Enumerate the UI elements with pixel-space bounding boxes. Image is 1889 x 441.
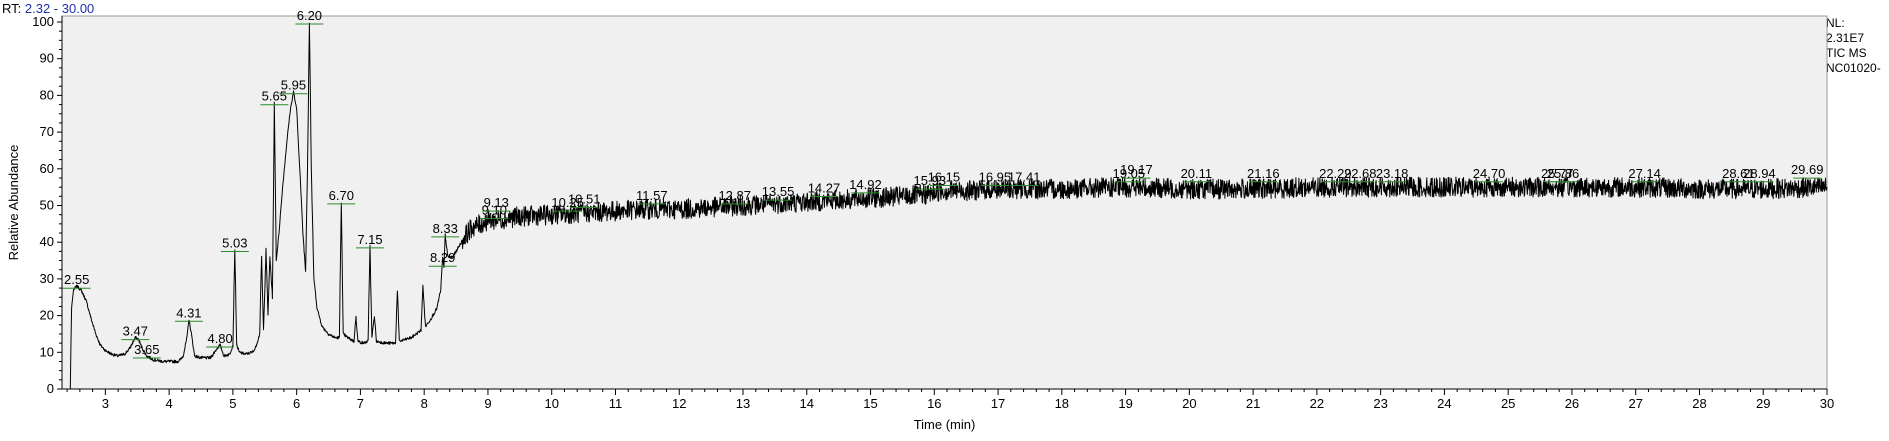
peak-label: 4.31 <box>176 305 201 320</box>
peak-label: 25.77 <box>1541 166 1574 181</box>
peak-label: 28.94 <box>1743 166 1776 181</box>
y-tick-label: 60 <box>40 161 54 176</box>
x-tick-label: 27 <box>1628 396 1642 411</box>
peak-label: 14.92 <box>849 177 882 192</box>
x-tick-label: 14 <box>800 396 814 411</box>
peak-label: 5.95 <box>281 78 306 93</box>
peak-label: 14.27 <box>808 180 841 195</box>
plot-area <box>61 15 1828 390</box>
x-axis-title: Time (min) <box>914 417 976 432</box>
x-tick-label: 24 <box>1437 396 1451 411</box>
rt-label: RT: <box>2 1 22 16</box>
peak-label: 20.11 <box>1181 166 1213 181</box>
x-tick-label: 12 <box>672 396 686 411</box>
peak-label: 16.15 <box>928 169 961 184</box>
peak-labels: 2.55 3.47 3.65 4.31 4.80 5.03 5.655.95 6.20 6.70… <box>62 8 1824 359</box>
sample-name: NC01020- <box>1826 61 1881 75</box>
peak-label: 9.10 <box>482 203 507 218</box>
x-tick-label: 30 <box>1820 396 1834 411</box>
y-tick-label: 50 <box>40 198 54 213</box>
peak-label: 3.65 <box>134 342 159 357</box>
peak-label: 12.87 <box>718 188 751 203</box>
y-tick-label: 100 <box>32 14 54 29</box>
x-tick-label: 11 <box>609 396 623 411</box>
x-tick-label: 4 <box>166 396 173 411</box>
x-tick-label: 20 <box>1182 396 1196 411</box>
rt-range-header: RT: 2.32 - 30.00 <box>2 1 94 16</box>
x-tick-label: 7 <box>357 396 364 411</box>
peak-label: 28.61 <box>1722 166 1755 181</box>
peak-label: 8.29 <box>430 250 455 265</box>
peak-label: 13.55 <box>762 184 795 199</box>
trace-group <box>61 22 1828 390</box>
x-tick-label: 17 <box>991 396 1005 411</box>
x-tick-label: 18 <box>1055 396 1069 411</box>
peak-label: 4.80 <box>207 331 232 346</box>
normalization-info: NL: 2.31E7 TIC MS NC01020- <box>1826 16 1881 76</box>
x-tick-label: 16 <box>927 396 941 411</box>
x-tick-label: 9 <box>484 396 491 411</box>
x-tick-label: 19 <box>1118 396 1132 411</box>
x-tick-label: 15 <box>863 396 877 411</box>
peak-label: 10.25 <box>551 195 584 210</box>
peak-label: 6.20 <box>297 8 322 23</box>
x-tick-label: 23 <box>1373 396 1387 411</box>
y-tick-label: 20 <box>40 308 54 323</box>
peak-label: 19.17 <box>1120 162 1153 177</box>
peak-label: 5.03 <box>222 236 247 251</box>
peak-label: 9.13 <box>484 195 509 210</box>
y-tick-label: 70 <box>40 124 54 139</box>
peak-label: 3.47 <box>123 324 148 339</box>
peak-label: 15.93 <box>914 173 947 188</box>
peak-label: 29.69 <box>1791 162 1824 177</box>
peak-label: 6.70 <box>329 188 354 203</box>
peak-label: 10.51 <box>568 192 601 207</box>
peak-label: 2.55 <box>64 272 89 287</box>
x-tick-label: 6 <box>293 396 300 411</box>
x-tick-label: 25 <box>1501 396 1515 411</box>
x-tick-label: 29 <box>1756 396 1770 411</box>
x-tick-label: 26 <box>1565 396 1579 411</box>
series-0-trace <box>61 22 1828 390</box>
rt-range-value: 2.32 - 30.00 <box>24 1 95 16</box>
y-tick-label: 80 <box>40 87 54 102</box>
peak-label: 24.70 <box>1473 166 1506 181</box>
peak-label: 23.18 <box>1376 166 1409 181</box>
peak-label: 7.15 <box>357 232 382 247</box>
y-tick-label: 40 <box>40 234 54 249</box>
peak-label: 22.68 <box>1344 166 1377 181</box>
x-tick-label: 3 <box>102 396 109 411</box>
x-tick-label: 10 <box>544 396 558 411</box>
y-axis-title: Relative Abundance <box>6 145 21 261</box>
peak-label: 21.16 <box>1247 166 1280 181</box>
x-tick-label: 8 <box>421 396 428 411</box>
peak-label: 22.29 <box>1319 166 1352 181</box>
x-tick-label: 13 <box>736 396 750 411</box>
y-tick-label: 30 <box>40 271 54 286</box>
y-tick-label: 10 <box>40 344 54 359</box>
y-tick-label: 90 <box>40 51 54 66</box>
x-tick-label: 28 <box>1692 396 1706 411</box>
peak-label: 27.14 <box>1628 166 1661 181</box>
nl-value: 2.31E7 <box>1826 31 1865 45</box>
peak-label: 5.65 <box>262 89 287 104</box>
peak-label: 17.41 <box>1008 169 1041 184</box>
x-tick-label: 22 <box>1310 396 1324 411</box>
y-tick-label: 0 <box>47 381 54 396</box>
peak-label: 19.05 <box>1113 166 1146 181</box>
scan-type: TIC MS <box>1826 46 1867 60</box>
nl-label: NL: <box>1826 16 1845 30</box>
peak-label: 25.86 <box>1547 166 1580 181</box>
peak-label: 8.33 <box>433 221 458 236</box>
x-tick-label: 21 <box>1246 396 1260 411</box>
peak-label: 16.95 <box>979 169 1012 184</box>
axes: 0 10 20 30 40 50 60 70 80 90 100 3 4 5 6 7 8 9 10 11 12 13 14 1… <box>32 14 1834 411</box>
peak-label: 11.57 <box>636 188 668 203</box>
x-tick-label: 5 <box>229 396 236 411</box>
